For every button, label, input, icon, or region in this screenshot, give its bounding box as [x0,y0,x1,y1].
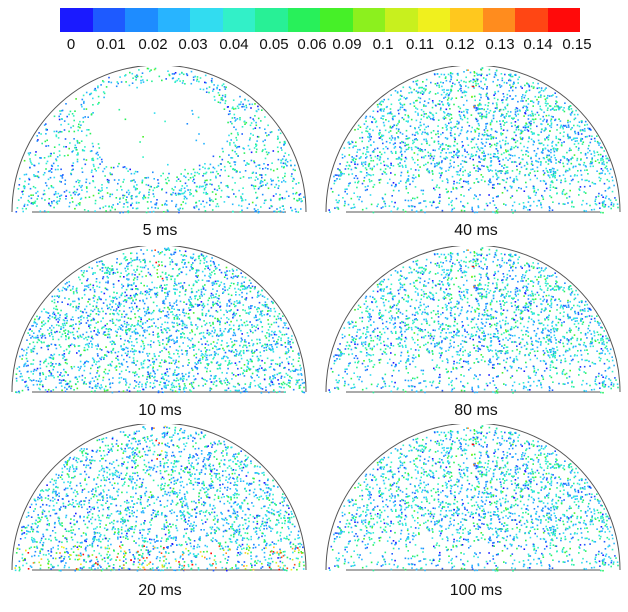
colorbar-tick-label: 0.15 [562,36,592,53]
panel-caption: 40 ms [454,222,498,239]
colorbar-tick-label: 0.01 [96,36,126,53]
particle-panel-20ms [8,424,310,572]
colorbar-tick-label: 0.14 [523,36,553,53]
panel-caption: 10 ms [138,402,182,419]
colorbar-segment [255,8,288,32]
colorbar-tick-label: 0.12 [445,36,475,53]
colorbar-segment [125,8,158,32]
particle-panel-80ms [322,246,624,394]
colorbar-segment [482,8,515,32]
colorbar-tick-label: 0.02 [138,36,168,53]
colorbar-tick-label: 0.04 [219,36,249,53]
colorbar-segment [515,8,548,32]
particle-field [328,425,619,572]
colorbar-tick-label: 0.09 [332,36,362,53]
colorbar-segment [60,8,93,32]
colorbar-segment [157,8,190,32]
colorbar [60,8,580,32]
colorbar-tick-label: 0.11 [405,36,435,53]
colorbar-segment [417,8,450,32]
particle-field [328,247,619,394]
colorbar-segment [190,8,223,32]
colorbar-segment [352,8,385,32]
panel-caption: 100 ms [449,582,503,599]
colorbar-segment [222,8,255,32]
particle-panel-10ms [8,246,310,394]
colorbar-segment [320,8,353,32]
colorbar-segment [547,8,580,32]
particle-panel-5ms [8,66,310,214]
colorbar-segment [450,8,483,32]
dome-outline [325,66,621,213]
panel-caption: 80 ms [454,402,498,419]
dome-outline [11,424,307,571]
panel-caption: 20 ms [138,582,182,599]
dome-outline [325,246,621,393]
colorbar-segment [385,8,418,32]
colorbar-tick-label: 0.03 [178,36,208,53]
panel-caption: 5 ms [142,222,178,239]
particle-field [15,247,306,394]
dome-outline [11,66,307,213]
colorbar-tick-label: 0.1 [372,36,394,53]
particle-panel-40ms [322,66,624,214]
particle-field [15,67,305,214]
colorbar-segment [92,8,125,32]
particle-field [328,67,619,214]
colorbar-tick-label: 0 [66,36,76,53]
colorbar-tick-label: 0.13 [485,36,515,53]
colorbar-tick-labels: 0 0.01 0.02 0.03 0.04 0.05 0.06 0.09 0.1… [0,36,628,58]
dome-outline [325,424,621,571]
particle-field [14,425,305,572]
dome-outline [11,246,307,393]
colorbar-segment [287,8,320,32]
colorbar-tick-label: 0.06 [297,36,327,53]
particle-panel-100ms [322,424,624,572]
colorbar-tick-label: 0.05 [259,36,289,53]
